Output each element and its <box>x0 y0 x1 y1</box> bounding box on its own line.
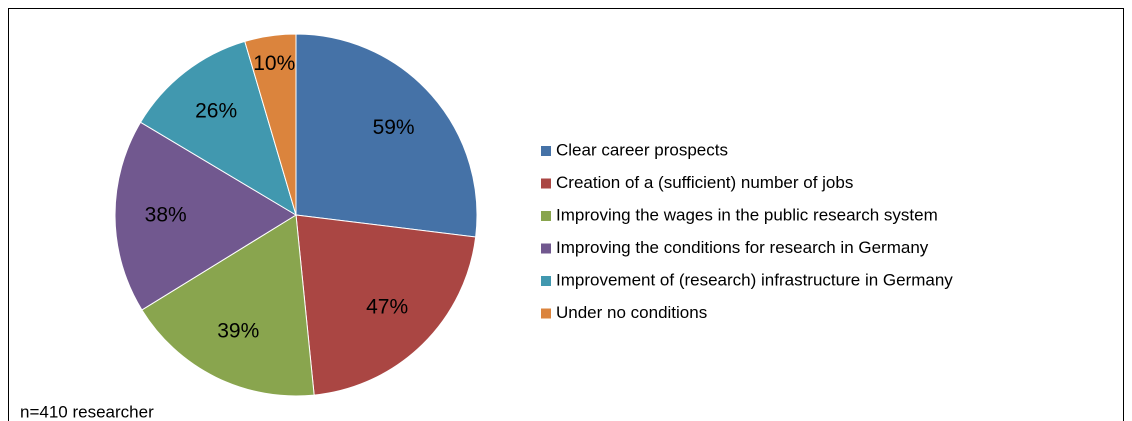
pie-slice <box>295 214 477 396</box>
legend-swatch <box>541 146 551 156</box>
legend-label: Under no conditions <box>556 303 707 322</box>
data-label: 26% <box>195 100 237 123</box>
legend-label: Improving the wages in the public resear… <box>556 205 938 224</box>
note: n=410 researcher <box>20 402 154 421</box>
data-label: 10% <box>253 52 295 75</box>
legend-label: Creation of a (sufficient) number of job… <box>556 173 853 192</box>
data-label: 59% <box>373 116 415 139</box>
legend-swatch <box>541 308 551 319</box>
pie-slice <box>295 33 478 238</box>
data-label: 38% <box>145 203 187 226</box>
legend-swatch <box>541 276 551 286</box>
legend-swatch <box>541 178 551 189</box>
pie-slice <box>114 121 297 311</box>
pie-slice <box>141 214 315 397</box>
legend-label: Improvement of (research) infrastructure… <box>556 270 953 289</box>
legend-swatch <box>541 211 551 221</box>
legend-label: Clear career prospects <box>556 140 728 159</box>
data-label: 39% <box>217 319 259 342</box>
legend-swatch <box>541 243 551 254</box>
pie-slice <box>244 33 297 216</box>
data-label: 47% <box>366 296 408 319</box>
legend-label: Improving the conditions for research in… <box>556 238 929 257</box>
